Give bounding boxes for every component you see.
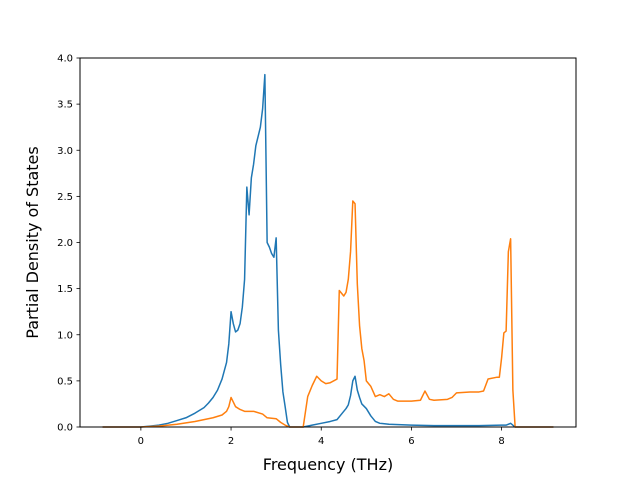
series-layer [102, 73, 554, 428]
y-tick-label: 3.0 [57, 146, 73, 157]
x-tick-label: 8 [498, 436, 504, 447]
x-tick-label: 0 [138, 436, 144, 447]
series-line-1 [102, 73, 554, 428]
y-tick-label: 1.5 [57, 284, 73, 295]
y-tick-label: 0.5 [57, 376, 73, 387]
x-axis-ticks: 0 2 4 6 8 [138, 427, 505, 447]
x-tick-label: 6 [408, 436, 414, 447]
x-tick-label: 2 [228, 436, 234, 447]
y-tick-label: 2.5 [57, 192, 73, 203]
y-tick-label: 2.0 [57, 238, 73, 249]
series-line-2 [102, 200, 554, 428]
y-tick-label: 1.0 [57, 330, 73, 341]
y-tick-label: 3.5 [57, 100, 73, 111]
y-tick-label: 0.0 [57, 423, 73, 434]
x-tick-label: 4 [318, 436, 324, 447]
y-tick-label: 4.0 [57, 54, 73, 65]
y-axis-ticks: 0.0 0.5 1.0 1.5 2.0 2.5 3.0 3.5 4.0 [57, 54, 80, 434]
x-axis-label: Frequency (THz) [263, 455, 393, 474]
y-axis-label: Partial Density of States [23, 146, 42, 338]
